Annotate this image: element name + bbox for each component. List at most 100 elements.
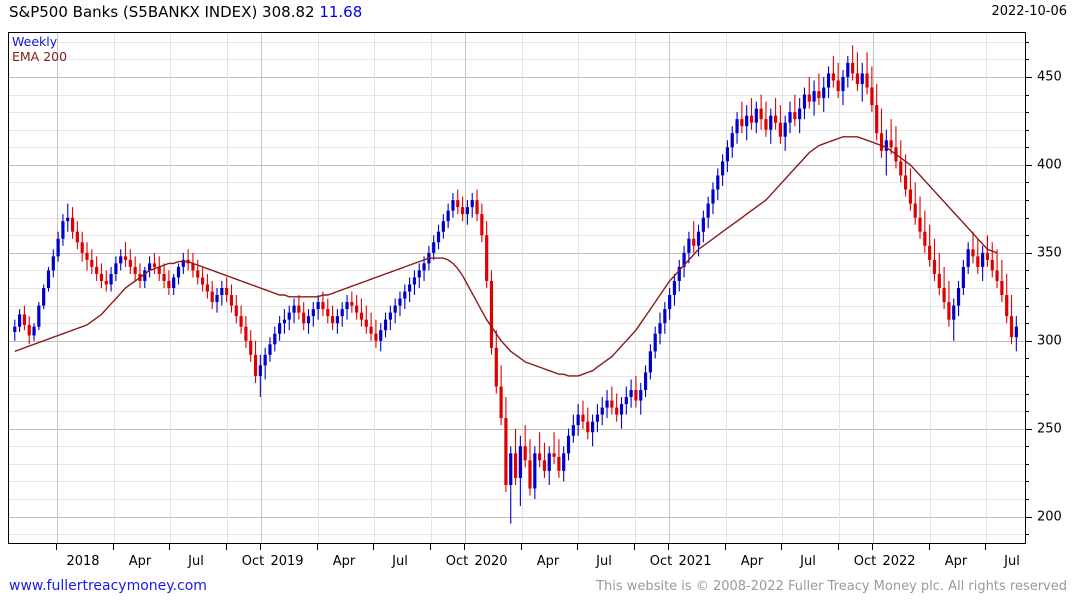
- candle-body: [884, 140, 888, 151]
- y-axis-label-200: 200: [1037, 509, 1062, 525]
- candle-body: [239, 316, 243, 327]
- candle-body: [509, 453, 513, 485]
- x-axis-label-Oct: Oct: [853, 554, 877, 569]
- gridline-x-Apr: [726, 33, 727, 543]
- candle-body: [460, 207, 465, 215]
- x-tick-Apr: [113, 544, 114, 550]
- candle-body: [350, 302, 354, 306]
- candle-body: [542, 460, 547, 471]
- y-tick-250: [1026, 428, 1032, 430]
- candle-body: [345, 302, 349, 310]
- candle-body: [104, 280, 108, 285]
- candle-body: [311, 309, 315, 317]
- candle-body: [716, 175, 720, 190]
- x-tick-Apr: [725, 544, 726, 550]
- y-axis: 200 250 300 350 400 450: [1026, 32, 1074, 544]
- y-tick-460: [1026, 59, 1029, 61]
- candle-body: [379, 330, 383, 341]
- candle-body: [85, 252, 89, 260]
- candle-body: [557, 456, 561, 471]
- candle-body: [672, 280, 677, 296]
- candle-body: [205, 284, 209, 292]
- y-tick-420: [1026, 129, 1029, 131]
- candle-body: [615, 407, 619, 415]
- y-tick-330: [1026, 288, 1029, 289]
- candle-body: [1009, 316, 1014, 338]
- y-tick-430: [1026, 112, 1029, 114]
- candle-body: [552, 453, 556, 457]
- candle-body: [253, 354, 258, 376]
- candle-body: [200, 277, 205, 285]
- candle-body: [995, 270, 999, 281]
- candle-body: [783, 122, 787, 137]
- x-axis: 2018 Apr Jul Oct 2019 Apr Jul Oct 2020 Apr Jul Oct 2…: [8, 544, 1026, 574]
- candle-body: [432, 242, 436, 253]
- candle-body: [13, 326, 17, 332]
- candle-body: [740, 119, 744, 127]
- price-change: 11.68: [319, 3, 363, 21]
- candle-body: [865, 73, 869, 88]
- candle-body: [966, 249, 970, 267]
- candle-body: [562, 453, 566, 471]
- chart-header: S&P500 Banks (S5BANKX INDEX) 308.82 11.6…: [0, 0, 1075, 26]
- candle-body: [273, 333, 277, 345]
- y-tick-270: [1026, 393, 1029, 395]
- candle-body: [446, 210, 450, 222]
- candle-body: [639, 390, 643, 401]
- x-axis-label-2022: 2022: [882, 554, 916, 569]
- candle-body: [355, 305, 359, 313]
- candle-body: [653, 333, 657, 352]
- candle-body: [176, 266, 181, 278]
- gridline-y-290: [9, 358, 1025, 360]
- x-tick-Oct: [634, 544, 635, 550]
- x-tick-Oct: [430, 544, 431, 550]
- candle-body: [788, 112, 792, 123]
- candle-body: [889, 140, 893, 148]
- y-axis-label-450: 450: [1037, 69, 1062, 85]
- x-axis-label-Apr: Apr: [536, 554, 560, 569]
- gridline-x-Apr: [930, 33, 931, 543]
- gridline-y-430: [9, 112, 1025, 114]
- site-url-link[interactable]: www.fullertreacymoney.com: [9, 578, 207, 594]
- candle-body: [32, 326, 36, 336]
- candle-body: [90, 259, 94, 267]
- x-tick-Apr: [521, 544, 522, 550]
- candle-body: [798, 108, 802, 120]
- y-tick-200: [1026, 516, 1032, 518]
- candle-body: [518, 446, 522, 478]
- x-tick-Oct: [226, 544, 227, 550]
- gridline-x-Apr: [318, 33, 319, 543]
- candle-body: [875, 105, 879, 134]
- gridline-x-2022: [873, 33, 874, 543]
- candle-body: [846, 62, 850, 77]
- gridline-x-Jul: [782, 33, 783, 543]
- candle-body: [711, 189, 715, 204]
- candle-body: [422, 263, 426, 271]
- x-axis-label-Apr: Apr: [740, 554, 764, 569]
- candle-body: [210, 291, 214, 303]
- candle-body: [1000, 280, 1004, 296]
- gridline-y-330: [9, 288, 1025, 289]
- candle-body: [538, 453, 542, 461]
- candle-body: [696, 231, 701, 246]
- y-tick-340: [1026, 270, 1029, 272]
- candle-body: [470, 200, 474, 208]
- gridline-x-Jul: [374, 33, 375, 543]
- candle-body: [229, 295, 234, 306]
- candle-body: [634, 390, 638, 401]
- x-tick-Apr: [929, 544, 930, 550]
- gridline-y-310: [9, 323, 1025, 325]
- x-axis-label-Apr: Apr: [128, 554, 152, 569]
- y-axis-label-400: 400: [1037, 157, 1062, 173]
- candle-body: [162, 273, 166, 281]
- chart-legend: Weekly EMA 200: [12, 34, 67, 64]
- candle-body: [971, 249, 975, 257]
- price-chart-plot-area[interactable]: [8, 32, 1026, 544]
- candle-body: [576, 414, 580, 426]
- candle-body: [547, 453, 551, 471]
- candle-body: [701, 217, 705, 232]
- gridline-x-2020: [465, 33, 466, 543]
- candle-body: [899, 161, 903, 176]
- gridline-y-380: [9, 200, 1025, 202]
- x-axis-label-2019: 2019: [270, 554, 304, 569]
